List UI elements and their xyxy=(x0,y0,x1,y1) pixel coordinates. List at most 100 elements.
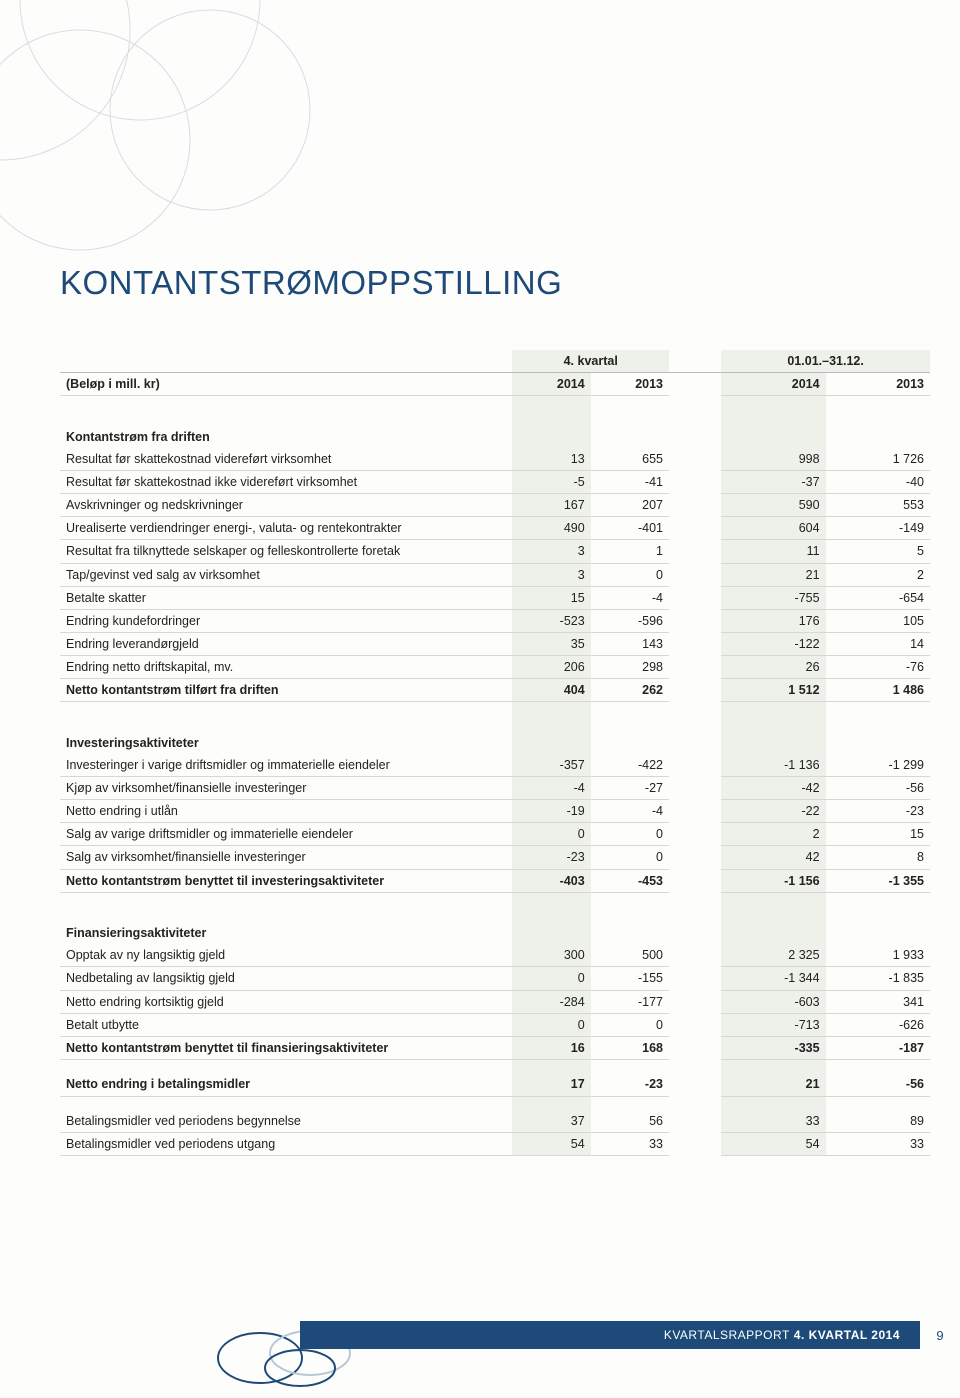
row-label: Betalingsmidler ved periodens utgang xyxy=(60,1133,512,1156)
row-label: Netto kontantstrøm tilført fra driften xyxy=(60,679,512,702)
table-row: Resultat fra tilknyttede selskaper og fe… xyxy=(60,540,930,563)
table-row: Netto endring kortsiktig gjeld-284-177-6… xyxy=(60,990,930,1013)
table-row: Netto kontantstrøm benyttet til finansie… xyxy=(60,1036,930,1059)
cell-value: -453 xyxy=(591,869,669,892)
row-label: Resultat før skattekostnad ikke viderefø… xyxy=(60,471,512,494)
row-label: Urealiserte verdiendringer energi-, valu… xyxy=(60,517,512,540)
row-label: Resultat fra tilknyttede selskaper og fe… xyxy=(60,540,512,563)
cell-value: -654 xyxy=(826,586,930,609)
row-label: Salg av varige driftsmidler og immaterie… xyxy=(60,823,512,846)
table-row: Urealiserte verdiendringer energi-, valu… xyxy=(60,517,930,540)
table-row: Resultat før skattekostnad ikke viderefø… xyxy=(60,471,930,494)
cell-value: -5 xyxy=(512,471,590,494)
section-heading: Investeringsaktiviteter xyxy=(60,716,930,754)
footer-text-thin: KVARTALSRAPPORT xyxy=(664,1328,790,1342)
cell-value: -422 xyxy=(591,754,669,777)
section-heading: Kontantstrøm fra driften xyxy=(60,410,930,448)
cell-value: 0 xyxy=(512,967,590,990)
header-group-quarter: 4. kvartal xyxy=(512,350,669,373)
row-label: Endring kundefordringer xyxy=(60,609,512,632)
section-heading: Finansieringsaktiviteter xyxy=(60,906,930,944)
cell-value: -335 xyxy=(721,1036,825,1059)
cell-value: 15 xyxy=(512,586,590,609)
cell-value: 26 xyxy=(721,656,825,679)
cell-value: 0 xyxy=(591,846,669,869)
cell-value: -149 xyxy=(826,517,930,540)
row-label: Netto endring i utlån xyxy=(60,800,512,823)
cell-value: 490 xyxy=(512,517,590,540)
cell-value: 33 xyxy=(826,1133,930,1156)
cell-value: -56 xyxy=(826,777,930,800)
cell-value: -603 xyxy=(721,990,825,1013)
cell-value: 3 xyxy=(512,540,590,563)
section-heading-label: Kontantstrøm fra driften xyxy=(60,410,512,448)
footer-bar: KVARTALSRAPPORT 4. KVARTAL 2014 xyxy=(300,1321,920,1349)
cell-value: -4 xyxy=(591,586,669,609)
cell-value: -1 156 xyxy=(721,869,825,892)
cell-value: 604 xyxy=(721,517,825,540)
table-row: Betalte skatter15-4-755-654 xyxy=(60,586,930,609)
cell-value: 298 xyxy=(591,656,669,679)
cell-value: 5 xyxy=(826,540,930,563)
row-label: Endring netto driftskapital, mv. xyxy=(60,656,512,679)
header-empty xyxy=(60,350,512,373)
row-label: Opptak av ny langsiktig gjeld xyxy=(60,944,512,967)
cell-value: -1 344 xyxy=(721,967,825,990)
cell-value: -41 xyxy=(591,471,669,494)
cell-value: 14 xyxy=(826,632,930,655)
cell-value: 998 xyxy=(721,448,825,471)
cell-value: 553 xyxy=(826,494,930,517)
table-row: Investeringer i varige driftsmidler og i… xyxy=(60,754,930,777)
cell-value: 176 xyxy=(721,609,825,632)
table-row: Kjøp av virksomhet/finansielle investeri… xyxy=(60,777,930,800)
cell-value: -23 xyxy=(826,800,930,823)
cell-value: -1 835 xyxy=(826,967,930,990)
cell-value: 33 xyxy=(721,1110,825,1133)
cell-value: 16 xyxy=(512,1036,590,1059)
cell-value: 11 xyxy=(721,540,825,563)
row-label: Tap/gevinst ved salg av virksomhet xyxy=(60,563,512,586)
cell-value: 1 726 xyxy=(826,448,930,471)
col-q2014: 2014 xyxy=(512,373,590,396)
header-gap xyxy=(669,350,721,373)
cell-value: 1 486 xyxy=(826,679,930,702)
row-label: Endring leverandørgjeld xyxy=(60,632,512,655)
table-row: Salg av virksomhet/finansielle investeri… xyxy=(60,846,930,869)
cell-value: 341 xyxy=(826,990,930,1013)
section-heading-label: Investeringsaktiviteter xyxy=(60,716,512,754)
table-row: Endring netto driftskapital, mv.206298 26… xyxy=(60,656,930,679)
cell-value: 1 512 xyxy=(721,679,825,702)
decorative-circles-top xyxy=(0,0,380,280)
cell-value: 262 xyxy=(591,679,669,702)
cell-value: 0 xyxy=(512,1013,590,1036)
cell-value: -596 xyxy=(591,609,669,632)
cell-value: -755 xyxy=(721,586,825,609)
row-label: Resultat før skattekostnad videreført vi… xyxy=(60,448,512,471)
cell-value: 56 xyxy=(591,1110,669,1133)
table-row: Betalt utbytte00-713-626 xyxy=(60,1013,930,1036)
cell-value: 33 xyxy=(591,1133,669,1156)
table-row: Endring leverandørgjeld35143-12214 xyxy=(60,632,930,655)
cell-value: -76 xyxy=(826,656,930,679)
cell-value: 8 xyxy=(826,846,930,869)
cell-value: -122 xyxy=(721,632,825,655)
cell-value: 21 xyxy=(721,1073,825,1096)
cell-value: -22 xyxy=(721,800,825,823)
cell-value: -284 xyxy=(512,990,590,1013)
cell-value: 0 xyxy=(591,1013,669,1036)
cell-value: 1 xyxy=(591,540,669,563)
page-number: 9 xyxy=(920,1328,960,1343)
cell-value: -401 xyxy=(591,517,669,540)
table-row: Betalingsmidler ved periodens utgang5433… xyxy=(60,1133,930,1156)
cell-value: -4 xyxy=(512,777,590,800)
cell-value: -177 xyxy=(591,990,669,1013)
table-row: Nedbetaling av langsiktig gjeld0-155-1 3… xyxy=(60,967,930,990)
cell-value: -40 xyxy=(826,471,930,494)
cell-value: 206 xyxy=(512,656,590,679)
cell-value: 207 xyxy=(591,494,669,517)
cashflow-table-container: 4. kvartal 01.01.–31.12. (Beløp i mill. … xyxy=(60,350,930,1156)
cell-value: 105 xyxy=(826,609,930,632)
cell-value: 0 xyxy=(591,823,669,846)
cell-value: -523 xyxy=(512,609,590,632)
table-row: Opptak av ny langsiktig gjeld3005002 325… xyxy=(60,944,930,967)
